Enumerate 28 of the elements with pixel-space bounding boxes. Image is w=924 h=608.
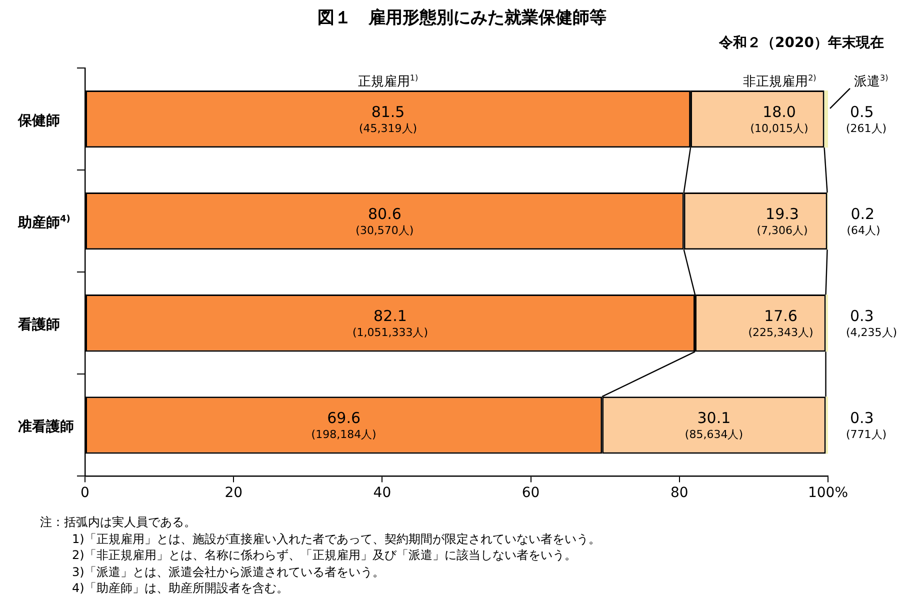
x-tick-label: 0	[80, 485, 90, 502]
data-label: 69.6 (198,184人)	[311, 409, 376, 442]
data-label: 19.3 (7,306人)	[756, 205, 808, 238]
x-tick-label: 100%	[808, 485, 848, 502]
data-label: 0.5 (261人)	[846, 103, 887, 136]
data-label: 80.6 (30,570人)	[356, 205, 414, 238]
x-tick-label: 60	[522, 485, 540, 502]
data-label: 0.3 (771人)	[846, 409, 887, 442]
text: 2)「非正規雇用」とは、名称に係わらず、「正規雇用」及び「派遣」に該当しない者をいう。	[71, 547, 578, 564]
x-tick-label: 80	[670, 485, 688, 502]
data-label: 81.5 (45,319人)	[358, 103, 418, 136]
x-tick-label: 20	[224, 485, 243, 502]
data-label: 0.3 (4,235人)	[846, 307, 898, 340]
y-tick-label: 看護師	[17, 316, 60, 334]
data-label: 0.2 (64人)	[846, 205, 880, 238]
text: 1)「正規雇用」とは、施設が直接雇い入れた者であって、契約期間が限定されていない者をいう。	[71, 530, 600, 547]
y-tick-label: 准看護師	[18, 418, 74, 436]
data-label: 30.1 (85,634人)	[684, 409, 743, 442]
chart-title: 図１ 雇用形態別にみた就業保健師等	[316, 7, 608, 29]
data-label: 18.0 (10,015人)	[750, 103, 808, 136]
y-tick-label: 保健師	[17, 113, 60, 130]
text: 3)「派遣」とは、派遣会社から派遣されている者をいう。	[71, 564, 386, 580]
chart-subtitle: 令和２（2020）年末現在	[719, 34, 884, 52]
data-label: 17.6 (225,343人)	[748, 307, 814, 340]
text: 注：括弧内は実人員である。	[40, 514, 197, 530]
x-tick-label: 40	[373, 485, 392, 502]
text: 4)「助産師」は、助産所開設者を含む。	[71, 580, 290, 596]
data-label: 82.1 (1,051,333人)	[352, 307, 428, 340]
